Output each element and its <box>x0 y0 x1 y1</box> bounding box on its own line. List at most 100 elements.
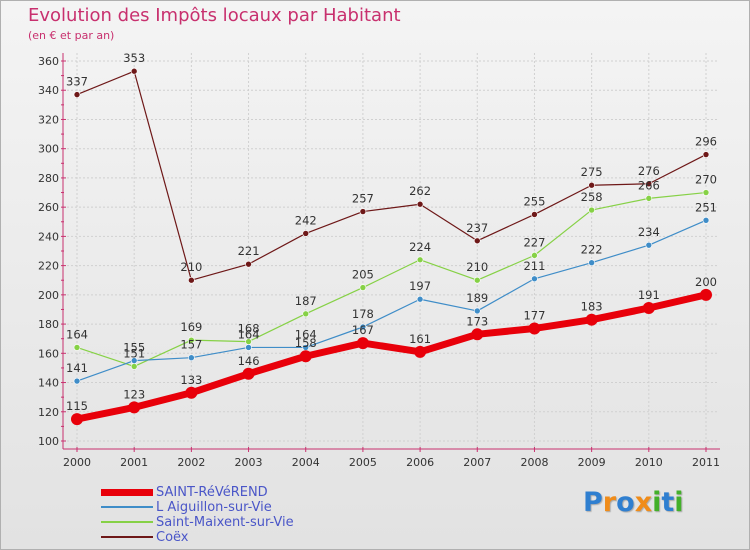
logo-letter: P <box>583 487 603 518</box>
data-point <box>73 344 81 351</box>
data-point <box>642 302 655 314</box>
data-point <box>531 275 538 283</box>
data-label: 275 <box>581 165 603 179</box>
x-tick-label: 2001 <box>120 456 148 469</box>
data-point <box>473 276 481 284</box>
y-tick-label: 340 <box>38 84 59 97</box>
data-point <box>71 413 83 426</box>
y-tick-label: 320 <box>38 113 59 126</box>
data-label: 255 <box>523 194 545 208</box>
data-label: 210 <box>180 260 202 274</box>
y-tick-label: 300 <box>38 143 59 156</box>
data-label: 270 <box>695 173 717 187</box>
data-point <box>416 295 424 303</box>
data-label: 222 <box>581 243 603 257</box>
data-label: 158 <box>295 336 317 350</box>
y-tick-label: 180 <box>38 318 59 331</box>
data-label: 200 <box>695 275 717 289</box>
legend-label: Coëx <box>156 530 189 545</box>
data-point <box>302 230 310 237</box>
data-point <box>585 313 598 326</box>
data-label: 262 <box>409 184 431 198</box>
data-label: 164 <box>238 327 260 341</box>
data-label: 161 <box>409 332 431 346</box>
data-point <box>702 217 710 224</box>
data-point <box>588 259 595 266</box>
logo-letter: t <box>661 487 675 518</box>
x-tick-label: 2011 <box>692 456 720 469</box>
data-point <box>245 260 252 268</box>
data-point <box>245 344 252 351</box>
series-line <box>76 219 707 382</box>
data-point <box>130 67 138 75</box>
data-point <box>356 337 369 350</box>
data-label: 211 <box>523 259 545 273</box>
data-label: 205 <box>352 268 374 282</box>
chart-title: Evolution des Impôts locaux par Habitant <box>28 5 401 26</box>
data-point <box>302 310 310 318</box>
data-point <box>416 200 424 208</box>
data-point <box>185 386 198 399</box>
data-point <box>359 208 367 215</box>
x-tick-label: 2009 <box>578 456 606 469</box>
data-point <box>588 181 595 189</box>
data-label: 197 <box>409 279 431 293</box>
data-point <box>130 357 138 364</box>
data-point <box>73 91 81 98</box>
logo-letter: r <box>602 487 617 518</box>
data-point <box>188 336 195 344</box>
series-line <box>76 191 707 368</box>
data-label: 266 <box>638 178 660 192</box>
y-tick-label: 260 <box>38 201 59 214</box>
data-label: 242 <box>295 213 317 227</box>
data-point <box>359 284 367 291</box>
data-point <box>531 211 538 218</box>
logo-letter: x <box>634 487 653 518</box>
data-label: 151 <box>123 346 145 360</box>
x-tick-label: 2007 <box>463 456 491 469</box>
data-label: 169 <box>180 320 202 334</box>
series-line <box>76 291 707 423</box>
logo-letter: i <box>652 487 662 518</box>
legend-label: L Aiguillon-sur-Vie <box>156 500 272 515</box>
data-label: 173 <box>466 314 488 328</box>
data-label: 133 <box>180 373 202 387</box>
proxiti-logo: Proxiti <box>583 487 684 518</box>
data-point <box>645 241 653 249</box>
legend-swatch <box>101 506 153 508</box>
data-label: 224 <box>409 240 431 254</box>
data-label: 157 <box>180 338 202 352</box>
y-tick-label: 220 <box>38 260 59 273</box>
data-label: 141 <box>66 361 88 375</box>
legend-swatch <box>101 489 153 496</box>
data-point <box>130 363 138 370</box>
data-label: 258 <box>581 190 603 204</box>
data-label: 191 <box>638 288 660 302</box>
data-label: 187 <box>295 294 317 308</box>
data-label: 115 <box>66 399 88 413</box>
data-point <box>416 256 424 264</box>
legend-label: SAINT-RéVéREND <box>156 485 268 500</box>
data-label: 167 <box>352 323 374 337</box>
y-tick-label: 280 <box>38 172 59 185</box>
data-point <box>471 328 484 341</box>
data-label: 257 <box>352 192 374 206</box>
data-point <box>702 151 710 158</box>
data-point <box>188 354 195 361</box>
series-line <box>76 70 707 281</box>
y-tick-label: 240 <box>38 230 59 243</box>
data-label: 227 <box>523 235 545 249</box>
data-label: 337 <box>66 75 88 89</box>
chart-subtitle: (en € et par an) <box>28 29 115 42</box>
series-lines <box>71 67 712 426</box>
x-tick-label: 2008 <box>520 456 548 469</box>
x-tick-label: 2004 <box>292 456 320 469</box>
data-point <box>473 307 481 315</box>
logo-letter: i <box>674 487 684 518</box>
data-point <box>414 345 427 358</box>
grid-lines <box>67 53 718 449</box>
data-label: 189 <box>466 291 488 305</box>
data-label: 123 <box>123 387 145 401</box>
